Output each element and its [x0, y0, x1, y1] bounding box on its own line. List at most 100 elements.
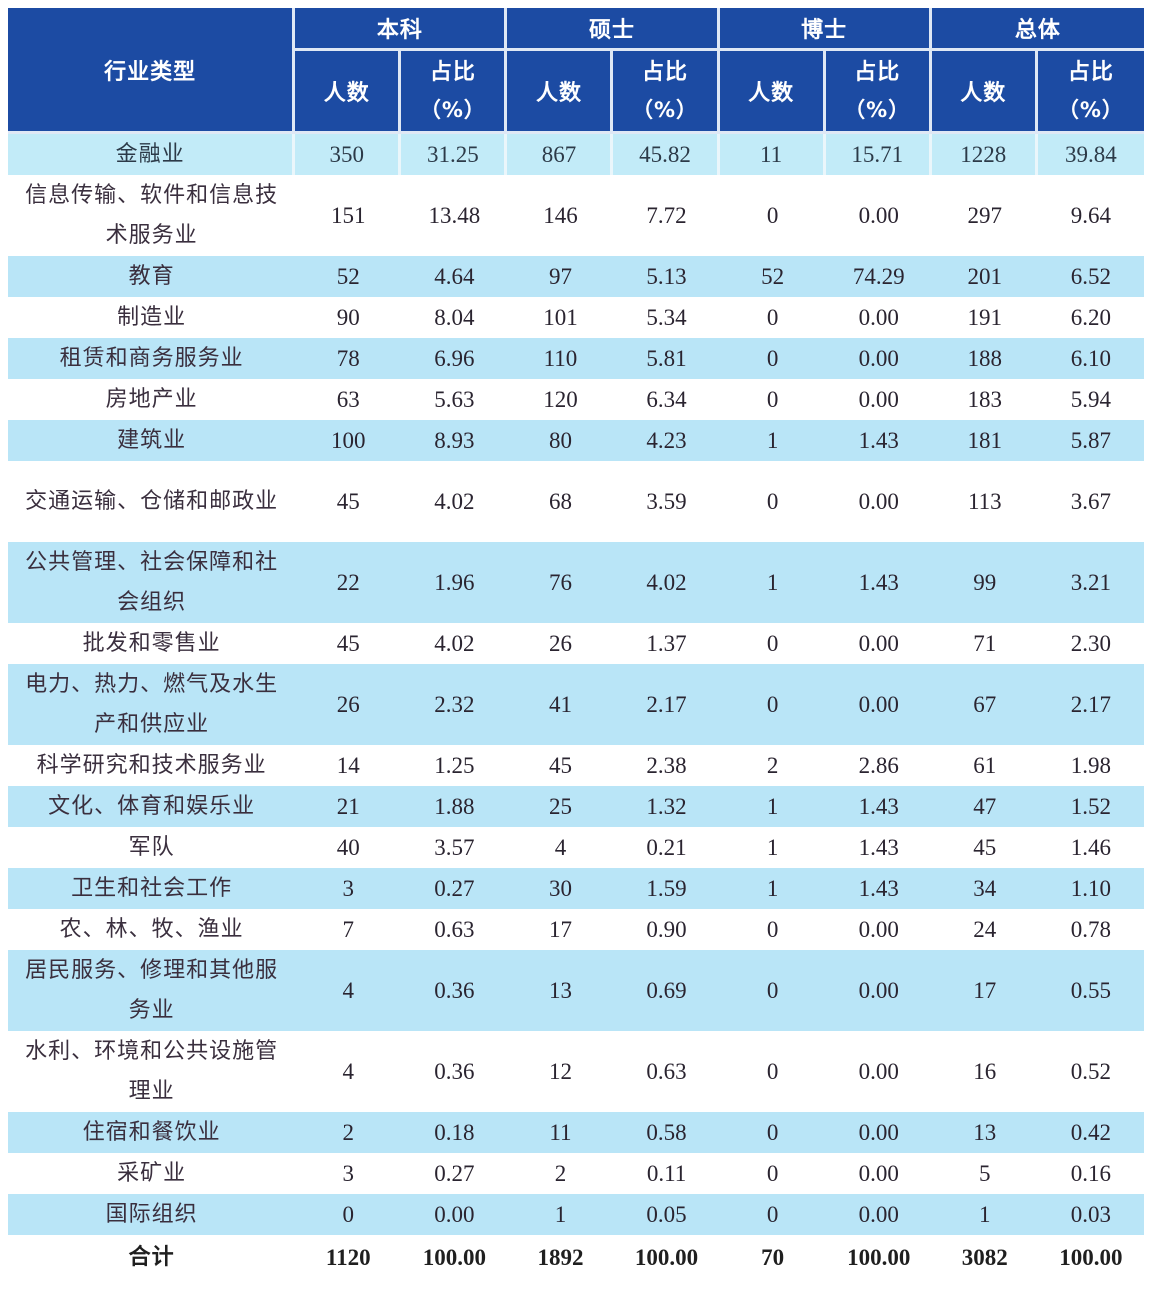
overall-pct-cell: 1.98 — [1037, 745, 1144, 786]
master-pct-cell: 7.72 — [613, 175, 720, 256]
bachelor-count-cell: 7 — [295, 909, 402, 950]
overall-total-pct: 100.00 — [1037, 1235, 1144, 1281]
master-count-cell: 1 — [507, 1194, 614, 1235]
header-industry: 行业类型 — [8, 8, 296, 134]
doctor-count-cell: 1 — [719, 420, 826, 461]
bachelor-pct-cell: 0.00 — [401, 1194, 508, 1235]
doctor-pct-cell: 0.00 — [825, 950, 932, 1031]
overall-pct-cell: 1.52 — [1037, 786, 1144, 827]
table-row: 批发和零售业 45 4.02 26 1.37 0 0.00 71 2.30 — [8, 623, 1144, 664]
doctor-count-cell: 0 — [719, 338, 826, 379]
master-pct-cell: 3.59 — [613, 461, 720, 542]
master-pct-cell: 0.63 — [613, 1031, 720, 1112]
pct-unit: （%） — [1057, 98, 1124, 122]
master-pct-cell: 1.32 — [613, 786, 720, 827]
overall-pct-cell: 0.03 — [1037, 1194, 1144, 1235]
header-group-overall: 总体 — [931, 8, 1144, 51]
overall-count-cell: 113 — [931, 461, 1038, 542]
bachelor-count-cell: 3 — [295, 1153, 402, 1194]
bachelor-pct-cell: 6.96 — [401, 338, 508, 379]
overall-pct-cell: 0.55 — [1037, 950, 1144, 1031]
master-pct-cell: 2.38 — [613, 745, 720, 786]
overall-count-cell: 67 — [931, 664, 1038, 745]
table-row: 住宿和餐饮业 2 0.18 11 0.58 0 0.00 13 0.42 — [8, 1112, 1144, 1153]
bachelor-pct-cell: 1.88 — [401, 786, 508, 827]
industry-cell: 军队 — [8, 827, 296, 868]
industry-cell: 房地产业 — [8, 379, 296, 420]
industry-cell: 采矿业 — [8, 1153, 296, 1194]
bachelor-pct-cell: 0.27 — [401, 1153, 508, 1194]
doctor-count-cell: 0 — [719, 175, 826, 256]
master-pct-cell: 4.23 — [613, 420, 720, 461]
bachelor-count-cell: 26 — [295, 664, 402, 745]
overall-count-cell: 17 — [931, 950, 1038, 1031]
master-pct-cell: 0.21 — [613, 827, 720, 868]
industry-cell: 文化、体育和娱乐业 — [8, 786, 296, 827]
master-pct-cell: 5.13 — [613, 256, 720, 297]
header-row-groups: 行业类型 本科 硕士 博士 总体 — [8, 8, 1144, 134]
doctor-count-cell: 0 — [719, 1153, 826, 1194]
doctor-count-cell: 0 — [719, 623, 826, 664]
overall-count-cell: 181 — [931, 420, 1038, 461]
table-row: 军队 40 3.57 4 0.21 1 1.43 45 1.46 — [8, 827, 1144, 868]
master-count-cell: 12 — [507, 1031, 614, 1112]
bachelor-count-cell: 4 — [295, 1031, 402, 1112]
bachelor-count-cell: 4 — [295, 950, 402, 1031]
overall-pct-cell: 1.46 — [1037, 827, 1144, 868]
header-group-bachelor: 本科 — [295, 8, 508, 51]
table-row: 金融业 350 31.25 867 45.82 11 15.71 1228 39… — [8, 134, 1144, 175]
master-count-cell: 45 — [507, 745, 614, 786]
overall-count-cell: 61 — [931, 745, 1038, 786]
header-row-columns: 人数 占比 （%） 人数 占比 （%） 人数 占比 （%） 人数 占比 （%） — [8, 51, 1144, 134]
doctor-pct-cell: 0.00 — [825, 1153, 932, 1194]
industry-cell: 公共管理、社会保障和社会组织 — [8, 542, 296, 623]
master-total-pct: 100.00 — [613, 1235, 720, 1281]
bachelor-count-cell: 40 — [295, 827, 402, 868]
doctor-count-cell: 0 — [719, 1031, 826, 1112]
bachelor-count-cell: 14 — [295, 745, 402, 786]
master-count-cell: 120 — [507, 379, 614, 420]
bachelor-count-cell: 78 — [295, 338, 402, 379]
master-count-cell: 26 — [507, 623, 614, 664]
overall-count-cell: 201 — [931, 256, 1038, 297]
master-pct-cell: 0.58 — [613, 1112, 720, 1153]
bachelor-total-count: 1120 — [295, 1235, 402, 1281]
bachelor-pct-cell: 3.57 — [401, 827, 508, 868]
overall-pct-cell: 0.52 — [1037, 1031, 1144, 1112]
doctor-pct-cell: 0.00 — [825, 338, 932, 379]
overall-pct-cell: 2.17 — [1037, 664, 1144, 745]
doctor-pct-cell: 0.00 — [825, 461, 932, 542]
master-pct-cell: 0.11 — [613, 1153, 720, 1194]
bachelor-count-cell: 63 — [295, 379, 402, 420]
bachelor-pct-cell: 31.25 — [401, 134, 508, 175]
doctor-pct-cell: 0.00 — [825, 175, 932, 256]
table-row: 交通运输、仓储和邮政业 45 4.02 68 3.59 0 0.00 113 3… — [8, 461, 1144, 542]
bachelor-count-cell: 45 — [295, 461, 402, 542]
overall-pct-cell: 3.21 — [1037, 542, 1144, 623]
doctor-count-cell: 2 — [719, 745, 826, 786]
table-row: 采矿业 3 0.27 2 0.11 0 0.00 5 0.16 — [8, 1153, 1144, 1194]
bachelor-pct-cell: 13.48 — [401, 175, 508, 256]
industry-cell: 卫生和社会工作 — [8, 868, 296, 909]
industry-cell: 交通运输、仓储和邮政业 — [8, 461, 296, 542]
pct-unit: （%） — [632, 98, 699, 122]
doctor-total-count: 70 — [719, 1235, 826, 1281]
bachelor-total-pct: 100.00 — [401, 1235, 508, 1281]
overall-pct-cell: 6.52 — [1037, 256, 1144, 297]
bachelor-count-cell: 350 — [295, 134, 402, 175]
overall-total-count: 3082 — [931, 1235, 1038, 1281]
header-master-pct: 占比 （%） — [613, 51, 720, 134]
bachelor-count-cell: 45 — [295, 623, 402, 664]
overall-pct-cell: 39.84 — [1037, 134, 1144, 175]
table-row: 科学研究和技术服务业 14 1.25 45 2.38 2 2.86 61 1.9… — [8, 745, 1144, 786]
industry-cell: 水利、环境和公共设施管理业 — [8, 1031, 296, 1112]
master-count-cell: 4 — [507, 827, 614, 868]
doctor-pct-cell: 0.00 — [825, 297, 932, 338]
table-row: 制造业 90 8.04 101 5.34 0 0.00 191 6.20 — [8, 297, 1144, 338]
industry-cell: 制造业 — [8, 297, 296, 338]
header-doctor-count: 人数 — [719, 51, 826, 134]
overall-count-cell: 183 — [931, 379, 1038, 420]
master-pct-cell: 6.34 — [613, 379, 720, 420]
bachelor-count-cell: 2 — [295, 1112, 402, 1153]
bachelor-pct-cell: 5.63 — [401, 379, 508, 420]
